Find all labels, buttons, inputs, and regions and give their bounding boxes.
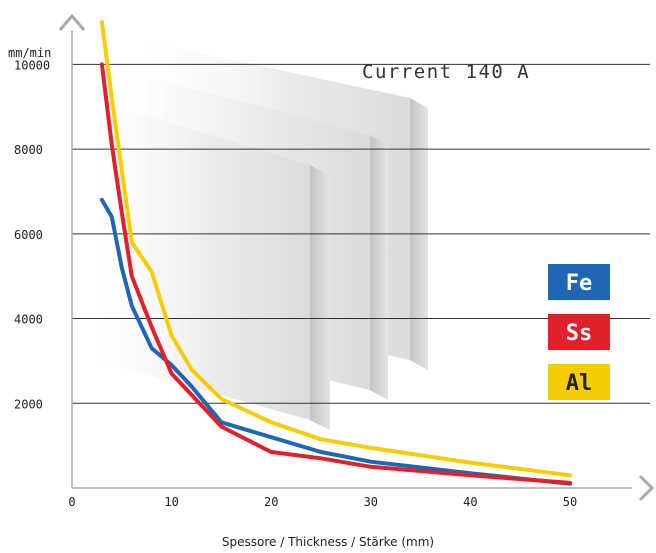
x-tick-label: 10 [164, 495, 178, 509]
series-line-fe [99, 197, 572, 486]
y-tick-label: 8000 [14, 143, 43, 157]
legend-item-fe: Fe [548, 264, 610, 300]
y-axis-label: mm/min [8, 46, 51, 60]
x-axis-arrow-icon [638, 474, 655, 502]
legend-swatch [548, 364, 610, 400]
y-tick-labels: 2000 4000 6000 8000 10000 [14, 58, 50, 411]
y-tick-label: 2000 [14, 397, 43, 411]
x-tick-label: 30 [364, 495, 378, 509]
x-tick-label: 40 [463, 495, 477, 509]
series-line-ss [99, 62, 572, 485]
legend-label: Fe [566, 271, 593, 296]
legend-swatch [548, 314, 610, 350]
legend-item-al: Al [548, 364, 610, 400]
legend-label: Ss [566, 321, 593, 346]
x-tick-label: 50 [563, 495, 577, 509]
axes [58, 13, 655, 502]
y-tick-label: 6000 [14, 228, 43, 242]
legend: Fe Ss Al [548, 264, 610, 400]
y-tick-label: 10000 [14, 58, 50, 72]
x-tick-label: 20 [264, 495, 278, 509]
x-tick-labels: 0 10 20 30 40 50 [68, 495, 577, 509]
chart-title: Current 140 A [362, 61, 530, 83]
x-tick-label: 0 [68, 495, 75, 509]
series-line-al [99, 20, 572, 478]
legend-label: Al [566, 371, 593, 396]
legend-swatch [548, 264, 610, 300]
y-tick-label: 4000 [14, 313, 43, 327]
series-lines [99, 20, 572, 486]
background-plates-illustration [95, 40, 428, 430]
legend-item-ss: Ss [548, 314, 610, 350]
x-axis-label: Spessore / Thickness / Stärke (mm) [222, 535, 434, 549]
y-axis-arrow-icon [58, 13, 86, 31]
